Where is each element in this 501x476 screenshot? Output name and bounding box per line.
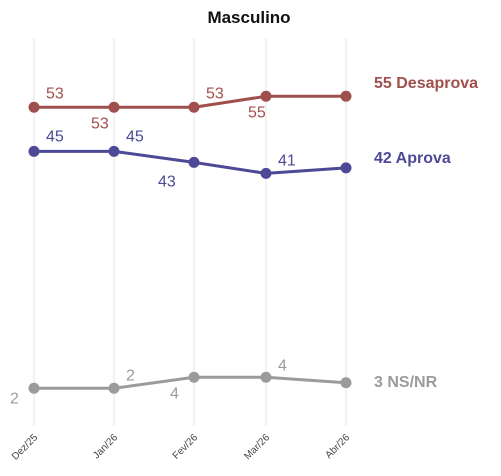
data-point-desaprova	[260, 90, 272, 102]
data-label-desaprova: 53	[46, 85, 64, 102]
data-label-aprova: 43	[158, 173, 176, 190]
x-tick-label: Abr/26	[324, 432, 353, 461]
data-point-aprova	[108, 145, 120, 157]
data-point-aprova	[28, 145, 40, 157]
data-point-desaprova	[28, 101, 40, 113]
data-point-nsnr	[188, 371, 200, 383]
data-label-aprova: 45	[126, 128, 144, 145]
data-label-nsnr: 2	[126, 367, 135, 384]
data-label-aprova: 41	[278, 152, 296, 169]
x-tick-label: Fev/26	[171, 432, 201, 462]
data-label-aprova: 45	[46, 128, 64, 145]
end-label-nsnr: 3 NS/NR	[374, 374, 438, 391]
data-point-nsnr	[28, 382, 40, 394]
data-point-aprova	[188, 156, 200, 168]
chart-title: Masculino	[207, 8, 290, 27]
data-label-desaprova: 53	[91, 115, 109, 132]
series-desaprova: 53 53 53 55 55 Desaprova	[28, 75, 478, 132]
data-point-nsnr	[340, 377, 352, 389]
series-aprova: 45 45 43 41 42 Aprova	[28, 128, 451, 190]
data-point-nsnr	[108, 382, 120, 394]
data-label-nsnr: 4	[278, 357, 287, 374]
data-label-desaprova: 53	[206, 85, 224, 102]
end-label-desaprova: 55 Desaprova	[374, 75, 478, 92]
end-label-aprova: 42 Aprova	[374, 150, 451, 167]
data-label-nsnr: 2	[10, 390, 19, 407]
series-layer: 53 53 53 55 55 Desaprova 45 45 43 41 42 Aprova 2 2 4…	[10, 75, 478, 407]
x-tick-label: Dez/25	[10, 432, 40, 462]
x-tick-label: Mar/26	[242, 432, 272, 462]
x-tick-label: Jan/26	[91, 432, 120, 461]
data-point-desaprova	[108, 101, 120, 113]
data-label-nsnr: 4	[170, 385, 179, 402]
data-point-aprova	[340, 162, 352, 174]
data-point-nsnr	[260, 371, 272, 383]
data-point-desaprova	[340, 90, 352, 102]
data-point-desaprova	[188, 101, 200, 113]
data-label-desaprova: 55	[248, 104, 266, 121]
x-axis: Dez/25 Jan/26 Fev/26 Mar/26 Abr/26	[10, 432, 352, 462]
data-point-aprova	[260, 167, 272, 179]
series-nsnr: 2 2 4 4 3 NS/NR	[10, 357, 438, 407]
